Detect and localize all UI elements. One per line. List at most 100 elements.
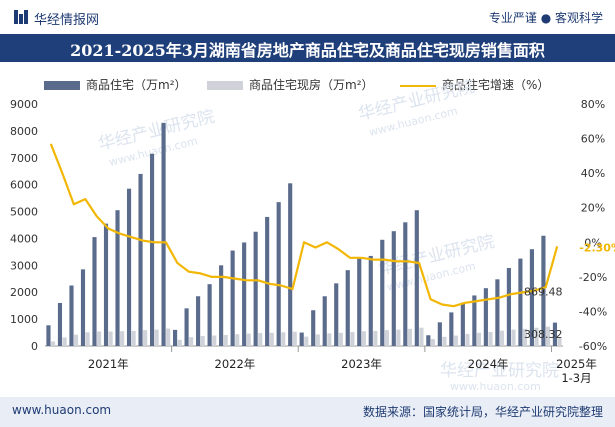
y-left-tick-label: 9000 [10, 98, 38, 111]
watermark-en-4: www.huaon.com [450, 380, 541, 393]
sales-bar [126, 188, 132, 346]
watermark-cn-4: 华经产业研究院 [440, 361, 559, 381]
sales-bar [161, 122, 166, 346]
growth-line [49, 143, 559, 308]
y-left-tick-label: 1000 [10, 313, 38, 326]
sales-bar [253, 231, 258, 346]
sales-bar [80, 269, 86, 346]
ready-housing-bar [212, 335, 217, 346]
sales-bar [138, 173, 143, 346]
top-bar: 华经情报网 专业严谨 ● 客观科学 [0, 0, 615, 34]
ready-housing-bar [131, 330, 136, 346]
footer-site-link[interactable]: www.huaon.com [12, 403, 112, 417]
sales-bar [414, 210, 419, 346]
ready-housing-bar [143, 330, 148, 346]
growth-line-path [49, 143, 559, 308]
sales-bar [184, 308, 189, 346]
ready-housing-bar [442, 336, 447, 346]
sales-bar [357, 258, 362, 346]
ready-housing-bar [350, 332, 355, 346]
ready-housing-bar [258, 333, 263, 346]
ready-housing-bar [177, 339, 182, 346]
x-group-label: 2021年 [88, 357, 129, 371]
legend-label-growth: 商品住宅增速（%） [442, 78, 550, 92]
sales-bar [149, 153, 155, 346]
y-left-tick-label: 2000 [10, 286, 38, 299]
title-bar: 2021-2025年3月湖南省房地产商品住宅及商品住宅现房销售面积 [0, 34, 615, 62]
brand-name[interactable]: 华经情报网 [34, 13, 100, 28]
ready-housing-bar [327, 333, 332, 346]
ready-housing-bar [488, 332, 493, 346]
sales-bar [483, 288, 488, 346]
axes: 0 1000 2000 3000 4000 5000 6000 7000 8000 9000 -60… [10, 98, 607, 385]
ready-housing-bar [476, 332, 482, 346]
x-group-label: 2022年 [215, 357, 256, 371]
legend-label-ready-housing: 商品住宅现房（万m²） [249, 78, 374, 92]
y-right-tick-label: 20% [581, 202, 605, 215]
x-group-label: 2024年 [468, 357, 509, 371]
sales-bar [219, 265, 224, 346]
sales-bar [334, 283, 339, 346]
ready-housing-bar [166, 328, 171, 346]
legend-item-sales: 商品住宅（万m²） [44, 76, 187, 93]
y-right-tick-label: 40% [581, 167, 605, 180]
ready-housing-bar [511, 329, 516, 346]
sales-bar [288, 183, 293, 346]
ready-housing-bar [269, 332, 274, 346]
legend-swatch-growth [400, 84, 436, 87]
sales-bars [46, 122, 558, 346]
last-sales-label: 869.48 [524, 286, 563, 299]
sales-bar [380, 239, 385, 346]
sales-bar [103, 223, 109, 346]
y-right-tick-label: -60% [579, 340, 607, 353]
y-right-tick-label: 80% [581, 98, 605, 111]
ready-housing-bar [384, 330, 389, 346]
ready-housing-bar [430, 339, 435, 346]
ready-housing-bar [315, 334, 320, 346]
ready-housing-bar [189, 337, 194, 346]
sales-bar [552, 322, 558, 346]
sales-bar [472, 295, 477, 346]
ready-housing-bar [453, 335, 459, 346]
footer-bar: www.huaon.com 数据来源：国家统计局，华经产业研究院整理 [0, 397, 615, 427]
ready-housing-bar [281, 332, 286, 346]
ready-housing-bar [154, 329, 159, 346]
brand-logo-icon [14, 10, 28, 24]
slogan: 专业严谨 ● 客观科学 [488, 11, 603, 25]
chart-title: 2021-2025年3月湖南省房地产商品住宅及商品住宅现房销售面积 [70, 41, 545, 60]
sales-bar [449, 312, 454, 346]
legend-item-growth: 商品住宅增速（%） [400, 76, 549, 93]
ready-housing-bar [120, 331, 125, 346]
ready-housing-bar [50, 341, 56, 346]
legend-label-sales: 商品住宅（万m²） [86, 78, 187, 92]
ready-housing-bar [465, 333, 470, 346]
y-left-tick-label: 6000 [10, 179, 38, 192]
ready-housing-bar [74, 334, 79, 346]
legend-swatch-sales [44, 81, 80, 90]
last-ready-housing-label: 308.32 [524, 328, 563, 341]
ready-housing-bar [373, 330, 378, 346]
ready-housing-bar [557, 337, 562, 346]
ready-housing-bar [419, 327, 424, 346]
sales-bar [311, 310, 316, 346]
ready-housing-bar [200, 336, 205, 346]
sales-bar [173, 329, 178, 346]
ready-housing-bar [361, 331, 366, 346]
sales-bar [460, 302, 465, 346]
sales-bar [541, 235, 546, 346]
ready-housing-bar [62, 337, 67, 346]
sales-bar [265, 216, 270, 346]
sales-bar [207, 284, 212, 346]
sales-bar [322, 296, 327, 346]
ready-housing-bar [223, 334, 228, 346]
sales-bar [115, 210, 120, 346]
sales-bar [46, 325, 51, 346]
ready-housing-bar [338, 332, 343, 346]
sales-bar [426, 335, 431, 346]
ready-housing-bar [85, 332, 90, 346]
sales-bar [518, 258, 523, 346]
ready-housing-bar [396, 329, 401, 346]
y-right-tick-label: -40% [579, 305, 607, 318]
ready-housing-bar [97, 331, 102, 346]
sales-bar [57, 302, 63, 346]
